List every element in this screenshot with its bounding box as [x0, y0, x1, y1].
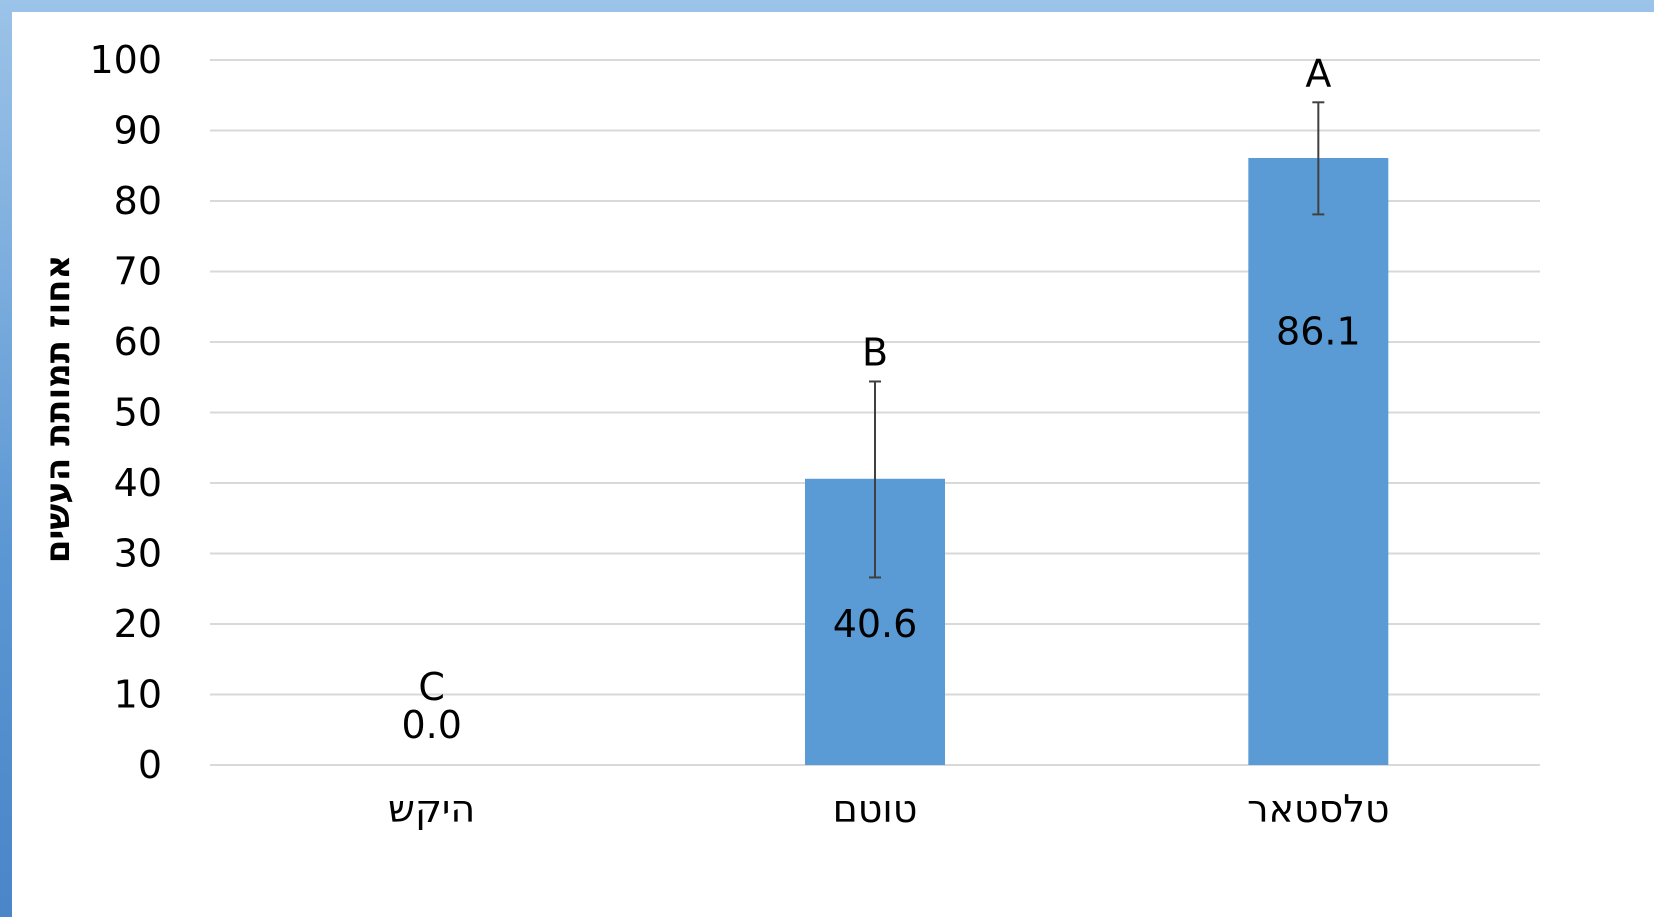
y-tick-label: 100 — [89, 38, 162, 82]
y-tick-label: 80 — [114, 179, 162, 223]
chart-panel: 0 10 20 30 40 50 60 70 80 90 100 0.0 40.6 86.1 C B A ה… — [12, 12, 1654, 917]
y-tick-label: 70 — [114, 250, 162, 294]
category-label: היקש — [388, 787, 475, 831]
significance-letter: C — [418, 665, 445, 709]
bar — [1248, 158, 1388, 765]
significance-letter: B — [862, 330, 888, 374]
category-labels: היקש טוטם טלסטאר — [388, 787, 1389, 831]
value-label: 86.1 — [1276, 309, 1361, 353]
y-tick-label: 40 — [114, 461, 162, 505]
y-axis-tick-labels: 0 10 20 30 40 50 60 70 80 90 100 — [89, 38, 162, 787]
bar-chart: 0 10 20 30 40 50 60 70 80 90 100 0.0 40.6 86.1 C B A ה… — [12, 12, 1654, 917]
y-tick-label: 30 — [114, 532, 162, 576]
y-tick-label: 50 — [114, 391, 162, 435]
category-label: טוטם — [833, 787, 918, 831]
y-tick-label: 10 — [114, 673, 162, 717]
y-tick-label: 90 — [114, 109, 162, 153]
y-tick-label: 20 — [114, 602, 162, 646]
category-label: טלסטאר — [1247, 787, 1389, 831]
y-tick-label: 60 — [114, 320, 162, 364]
significance-letter: A — [1305, 51, 1331, 95]
value-label: 0.0 — [401, 703, 461, 747]
value-label: 40.6 — [833, 602, 918, 646]
y-tick-label: 0 — [138, 743, 162, 787]
y-axis-label: אחוז תמותת העשים — [38, 255, 78, 564]
bars — [805, 158, 1388, 765]
